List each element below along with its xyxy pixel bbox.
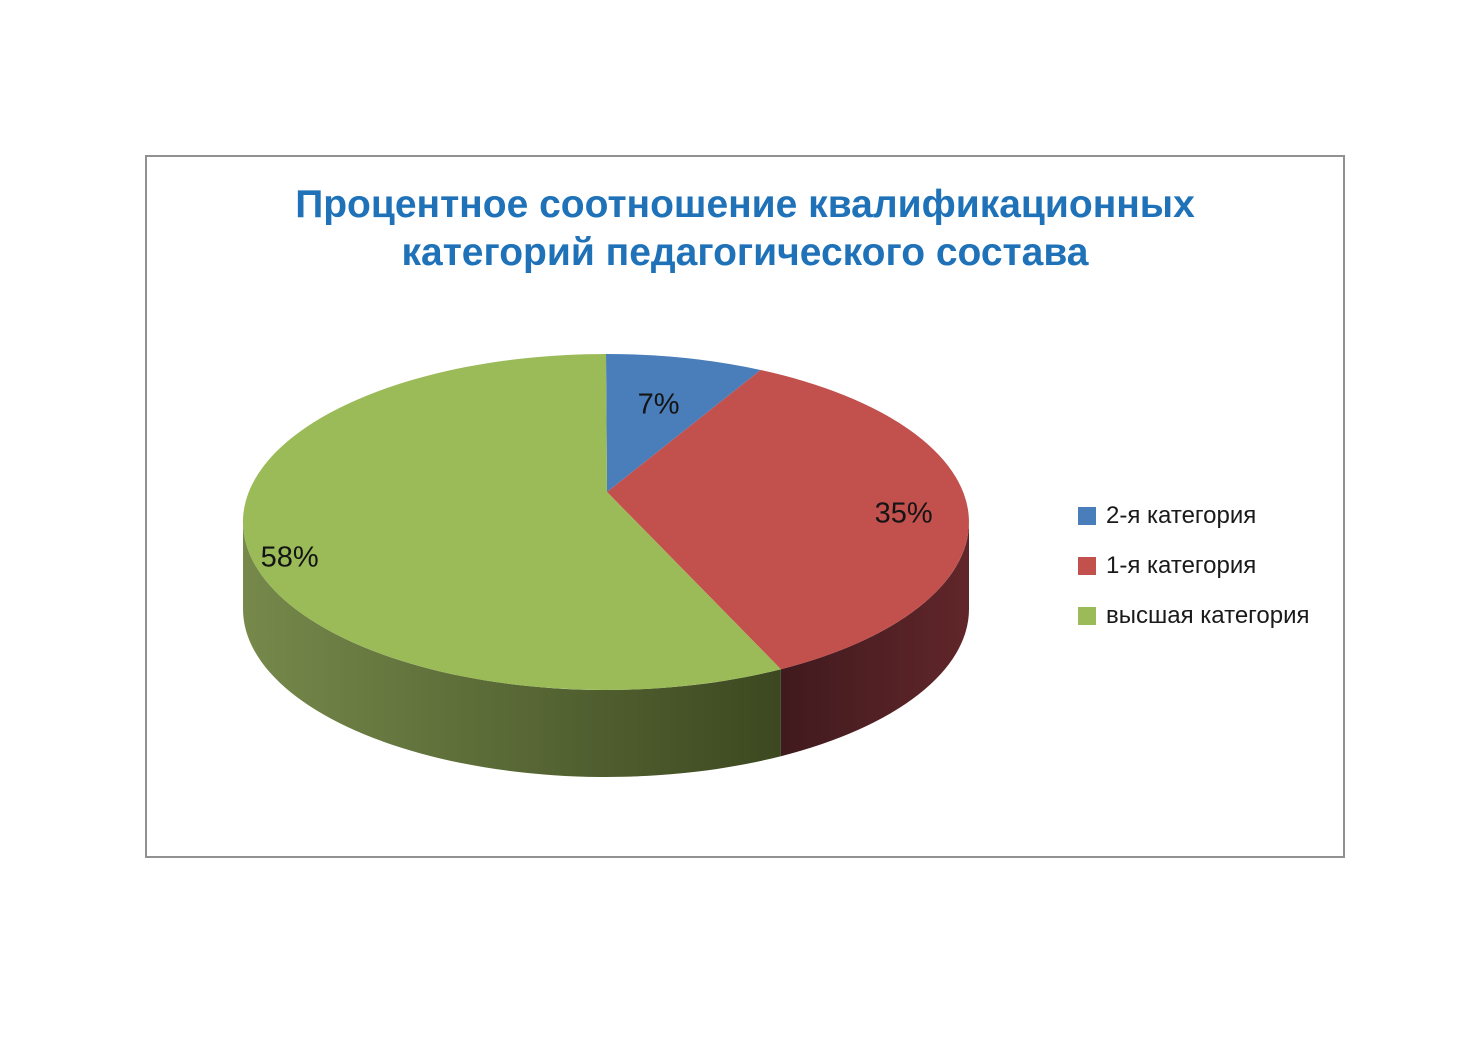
pie-slice-side-2 (243, 522, 781, 777)
chart-title: Процентное соотношение квалификационных … (145, 181, 1345, 277)
pie-tops (242, 354, 969, 690)
chart-title-line-1: Процентное соотношение квалификационных (295, 183, 1195, 226)
legend-color-swatch-icon (1078, 507, 1096, 525)
pie-slice-1 (607, 370, 969, 670)
legend: 2-я категория 1-я категория высшая категор… (1078, 491, 1310, 641)
pie-data-label-2: 58% (261, 542, 319, 574)
legend-color-swatch-icon (1078, 607, 1096, 625)
pie-data-label-1: 35% (875, 497, 933, 529)
legend-item-label: 1-я категория (1106, 552, 1257, 579)
pie-slice-side-1 (780, 522, 969, 757)
legend-color-swatch-icon (1078, 557, 1096, 575)
chart-title-line-2: категорий педагогического состава (401, 231, 1089, 274)
pie-data-label-0: 7% (638, 389, 680, 421)
pie-slice-2 (242, 354, 781, 690)
legend-item-label: 2-я категория (1106, 502, 1257, 529)
legend-item-2: высшая категория (1078, 591, 1310, 641)
pie-sides (243, 522, 969, 777)
pie-slice-0 (606, 354, 761, 492)
legend-item-0: 2-я категория (1078, 491, 1310, 541)
pie-labels: 7% 35% 58% (261, 389, 933, 574)
legend-item-1: 1-я категория (1078, 541, 1310, 591)
legend-item-label: высшая категория (1106, 602, 1310, 629)
